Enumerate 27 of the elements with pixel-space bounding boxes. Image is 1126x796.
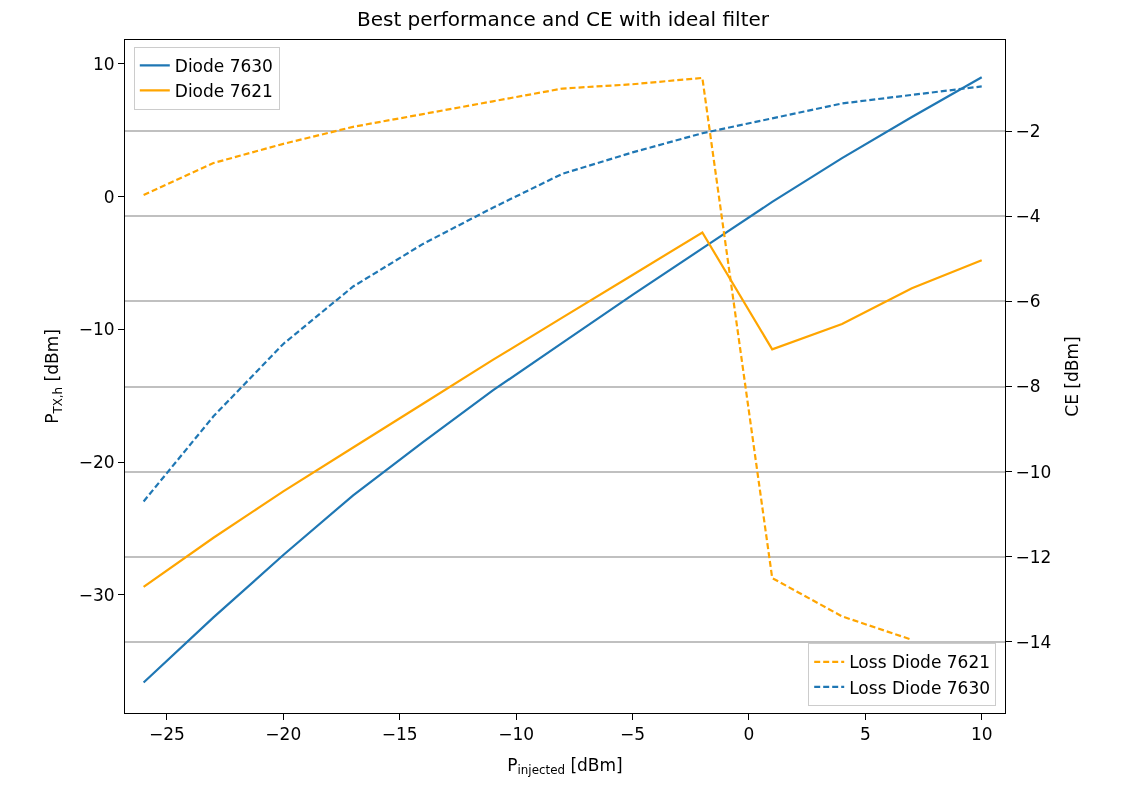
y2-tick-label: −14 <box>1015 631 1052 652</box>
x-tick-label: 0 <box>743 724 755 745</box>
legend-label: Loss Diode 7621 <box>849 652 991 673</box>
y2-tick-label: −2 <box>1015 121 1041 142</box>
x-tick-label: −25 <box>148 724 185 745</box>
x-tick-label: −10 <box>498 724 535 745</box>
x-tick-label: −15 <box>381 724 418 745</box>
x-tick-label: −20 <box>265 724 302 745</box>
legend-label: Diode 7621 <box>174 81 273 102</box>
chart-title: Best performance and CE with ideal filter <box>356 6 770 31</box>
legend-label: Diode 7630 <box>174 55 273 76</box>
y-tick-label: −10 <box>78 319 115 340</box>
x-tick-label: 5 <box>859 724 871 745</box>
y2-tick-label: −6 <box>1015 291 1041 312</box>
x-axis-title: P$_{injected}$ [dBm] <box>507 754 623 778</box>
y-tick-label: −20 <box>78 452 115 473</box>
x-tick-label: −5 <box>619 724 646 745</box>
y2-tick-label: −12 <box>1015 546 1052 567</box>
x-tick-label: 10 <box>970 724 993 745</box>
y-tick-label: −30 <box>78 584 115 605</box>
y2-tick-label: −10 <box>1015 461 1052 482</box>
y-tick-label: 0 <box>103 186 115 207</box>
y2-tick-label: −4 <box>1015 206 1041 227</box>
y2-tick-label: −8 <box>1015 376 1041 397</box>
y2-axis-title: CE [dBm] <box>1061 336 1082 417</box>
y-tick-label: 10 <box>92 53 115 74</box>
legend-label: Loss Diode 7630 <box>849 677 991 698</box>
